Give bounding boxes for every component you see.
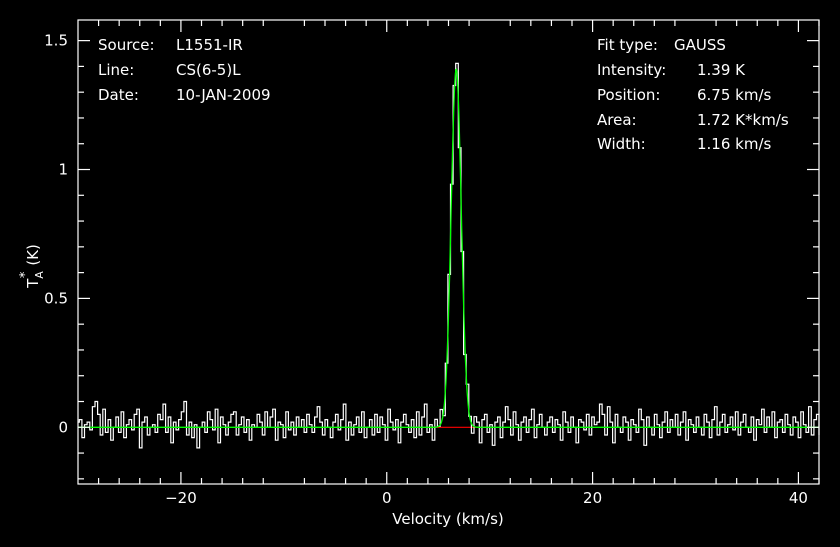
info-intensity-key: Intensity: (597, 61, 666, 79)
y-tick-label: 1.5 (44, 32, 68, 50)
info-position-value: 6.75 km/s (697, 86, 772, 104)
info-right: Fit type: GAUSS Intensity: 1.39 K Positi… (597, 36, 789, 153)
info-position-key: Position: (597, 86, 660, 104)
info-date-value: 10-JAN-2009 (176, 86, 271, 104)
info-line-key: Line: (98, 61, 134, 79)
x-tick-label: 20 (583, 489, 602, 507)
y-axis-label-unit: (K) (24, 244, 42, 266)
y-axis-label-main: T (24, 278, 42, 289)
info-area-key: Area: (597, 111, 637, 129)
info-source-key: Source: (98, 36, 155, 54)
info-fit-type-value: GAUSS (674, 36, 726, 54)
info-width-value: 1.16 km/s (697, 135, 772, 153)
y-axis-label-sup: * (18, 271, 33, 278)
y-tick-label: 0.5 (44, 289, 68, 307)
x-tick-label: −20 (165, 489, 197, 507)
info-source-value: L1551-IR (176, 36, 243, 54)
info-intensity-value: 1.39 K (697, 61, 746, 79)
tick-labels-layer: −20 0 20 40 0 0.5 1 1.5 (44, 32, 808, 507)
x-tick-label: 40 (789, 489, 808, 507)
x-tick-label: 0 (382, 489, 392, 507)
fit-layer (78, 68, 819, 428)
y-tick-label: 1 (58, 161, 68, 179)
info-date-key: Date: (98, 86, 139, 104)
ticks-layer (78, 20, 820, 484)
y-axis-label: TA* (K) (18, 244, 46, 289)
info-area-value: 1.72 K*km/s (697, 111, 789, 129)
info-left: Source: L1551-IR Line: CS(6-5)L Date: 10… (98, 36, 271, 104)
y-axis-label-sub: A (33, 271, 46, 279)
info-line-value: CS(6-5)L (176, 61, 241, 79)
y-tick-label: 0 (58, 418, 68, 436)
x-axis-label: Velocity (km/s) (392, 510, 503, 528)
info-width-key: Width: (597, 135, 646, 153)
info-fit-type-key: Fit type: (597, 36, 658, 54)
gaussian-fit-line (78, 68, 819, 428)
